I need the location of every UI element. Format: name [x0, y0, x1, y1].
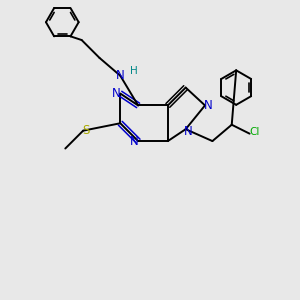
- Text: Cl: Cl: [250, 127, 260, 137]
- Text: N: N: [204, 99, 213, 112]
- Text: N: N: [112, 87, 121, 100]
- Text: N: N: [116, 69, 125, 82]
- Text: N: N: [130, 135, 139, 148]
- Text: H: H: [130, 66, 137, 76]
- Text: S: S: [82, 124, 89, 137]
- Text: N: N: [184, 125, 192, 138]
